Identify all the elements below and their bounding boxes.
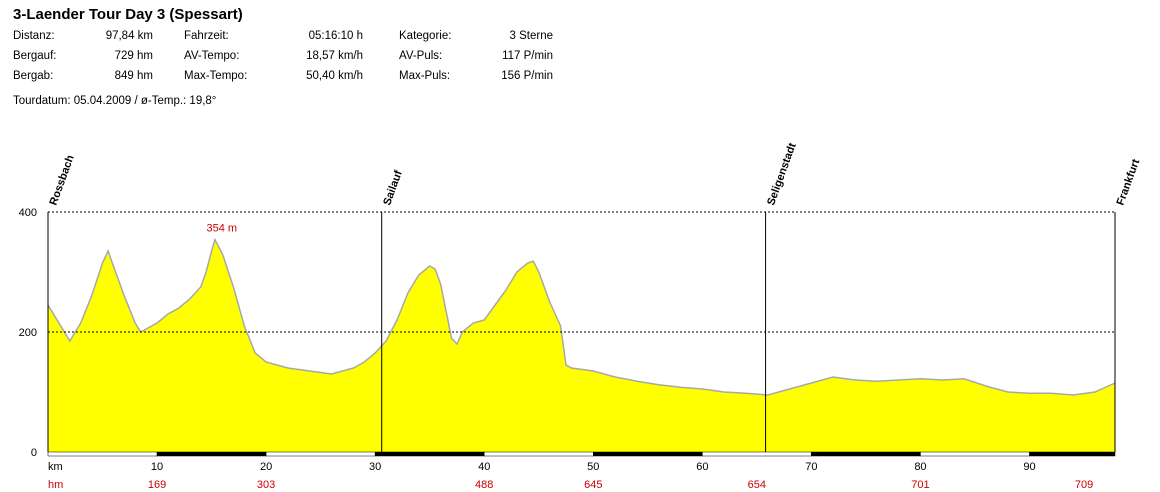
x-tick-label: 90 (1023, 461, 1035, 473)
stat-value: 156 P/min (501, 70, 553, 82)
x-axis-segment (811, 451, 921, 457)
hm-value-label: 645 (584, 479, 602, 491)
stat-label: Distanz: (13, 30, 55, 42)
x-tick-label: 20 (260, 461, 272, 473)
stat-label: Max-Puls: (399, 70, 451, 82)
stat-label: Bergauf: (13, 50, 57, 62)
x-axis-segment (483, 451, 594, 457)
x-unit-label: km (48, 461, 63, 473)
y-tick-label: 0 (31, 447, 37, 459)
waypoint-label: Sailauf (381, 169, 405, 207)
stat-value: 117 P/min (502, 50, 553, 62)
x-tick-label: 70 (805, 461, 817, 473)
stat-value: 849 hm (114, 70, 153, 82)
stat-value: 05:16:10 h (308, 30, 363, 42)
hm-value-label: 654 (748, 479, 766, 491)
hm-unit-label: hm (48, 479, 63, 491)
hm-value-label: 709 (1075, 479, 1093, 491)
x-axis-segment (265, 451, 376, 457)
x-tick-label: 50 (587, 461, 599, 473)
x-axis-segment (47, 451, 158, 457)
stat-value: 50,40 km/h (306, 70, 363, 82)
x-axis-segment (702, 451, 812, 457)
x-axis-segment (920, 451, 1030, 457)
x-tick-label: 60 (696, 461, 708, 473)
waypoint-label: Seligenstadt (765, 141, 799, 207)
hm-value-label: 303 (257, 479, 275, 491)
hm-value-label: 701 (911, 479, 929, 491)
x-tick-label: 30 (369, 461, 381, 473)
hm-value-label: 488 (475, 479, 493, 491)
x-axis-segment (156, 451, 267, 457)
stat-label: Max-Tempo: (184, 70, 248, 82)
x-tick-label: 80 (914, 461, 926, 473)
y-tick-label: 400 (19, 207, 37, 219)
hm-value-label: 169 (148, 479, 166, 491)
x-axis-segment (374, 451, 485, 457)
x-tick-label: 10 (151, 461, 163, 473)
stat-label: AV-Puls: (399, 50, 443, 62)
stat-label: Fahrzeit: (184, 30, 229, 42)
stat-value: 729 hm (114, 50, 153, 62)
elevation-line (47, 237, 1116, 396)
waypoint-label: Rossbach (48, 153, 77, 207)
tour-date: Tourdatum: 05.04.2009 / ø-Temp.: 19,8° (13, 95, 217, 107)
stat-value: 97,84 km (105, 30, 153, 42)
y-tick-label: 200 (19, 327, 37, 339)
stat-label: AV-Tempo: (184, 50, 240, 62)
waypoint-label: Frankfurt (1115, 157, 1143, 207)
elevation-area (48, 239, 1115, 452)
x-tick-label: 40 (478, 461, 490, 473)
stat-label: Bergab: (13, 70, 54, 82)
x-axis-segment (1029, 451, 1116, 457)
x-axis-segment (593, 451, 703, 457)
tour-title: 3-Laender Tour Day 3 (Spessart) (13, 6, 243, 23)
stat-value: 18,57 km/h (306, 50, 363, 62)
stat-value: 3 Sterne (509, 30, 553, 42)
max-elevation-label: 354 m (206, 223, 237, 235)
stat-label: Kategorie: (399, 30, 452, 42)
